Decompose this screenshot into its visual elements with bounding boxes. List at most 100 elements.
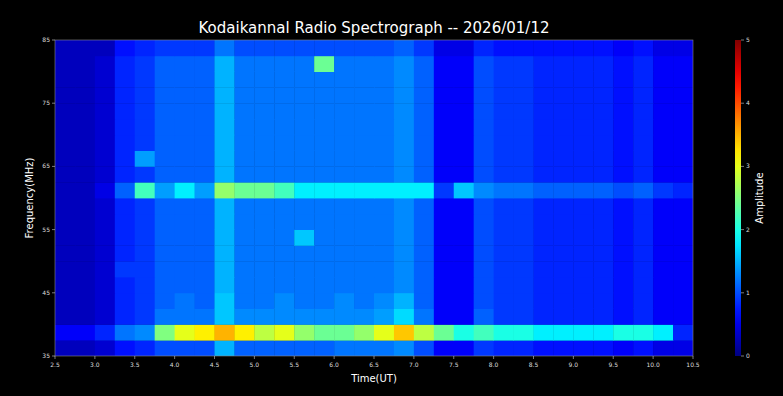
heatmap-cell	[553, 261, 573, 277]
x-tick-label: 9.5	[608, 361, 618, 368]
heatmap-cell	[613, 135, 633, 151]
heatmap-cell	[354, 182, 374, 198]
heatmap-cell	[175, 261, 195, 277]
heatmap-cell	[95, 72, 115, 88]
heatmap-cell	[354, 277, 374, 293]
heatmap-cell	[673, 245, 693, 261]
heatmap-cell	[593, 214, 613, 230]
x-tick-label: 10.0	[646, 361, 660, 368]
heatmap-cell	[274, 324, 294, 340]
heatmap-cell	[454, 166, 474, 182]
heatmap-cell	[155, 103, 175, 119]
heatmap-cell	[534, 230, 554, 246]
heatmap-cell	[75, 103, 95, 119]
heatmap-cell	[434, 166, 454, 182]
heatmap-cell	[334, 245, 354, 261]
heatmap-cell	[633, 182, 653, 198]
heatmap-cell	[354, 309, 374, 325]
heatmap-cell	[394, 230, 414, 246]
heatmap-cell	[553, 182, 573, 198]
heatmap-cell	[55, 56, 75, 72]
x-tick	[693, 356, 694, 359]
heatmap-cell	[474, 119, 494, 135]
heatmap-cell	[55, 214, 75, 230]
heatmap-cell	[434, 340, 454, 356]
heatmap-cell	[414, 40, 434, 56]
heatmap-cell	[75, 56, 95, 72]
heatmap-cell	[334, 182, 354, 198]
heatmap-cell	[454, 182, 474, 198]
heatmap-cell	[95, 293, 115, 309]
heatmap-cell	[474, 277, 494, 293]
heatmap-cell	[434, 293, 454, 309]
heatmap-cell	[653, 119, 673, 135]
heatmap-cell	[494, 261, 514, 277]
heatmap-cell	[673, 198, 693, 214]
heatmap-cell	[75, 324, 95, 340]
heatmap-cell	[354, 40, 374, 56]
heatmap-cell	[553, 277, 573, 293]
y-axis-label: Frequency(MHz)	[24, 157, 35, 238]
heatmap-cell	[254, 103, 274, 119]
x-tick-label: 9.0	[569, 361, 579, 368]
heatmap-cell	[494, 214, 514, 230]
x-tick	[174, 356, 175, 359]
heatmap-cell	[95, 40, 115, 56]
heatmap-cell	[155, 293, 175, 309]
heatmap-cell	[294, 72, 314, 88]
heatmap-cell	[354, 103, 374, 119]
heatmap-cell	[573, 119, 593, 135]
heatmap-cell	[573, 151, 593, 167]
heatmap-cell	[514, 103, 534, 119]
heatmap-cell	[95, 56, 115, 72]
heatmap-cell	[494, 40, 514, 56]
heatmap-cell	[95, 182, 115, 198]
heatmap-cell	[514, 56, 534, 72]
heatmap-cell	[673, 151, 693, 167]
heatmap-cell	[55, 198, 75, 214]
heatmap-cell	[195, 119, 215, 135]
heatmap-cell	[434, 151, 454, 167]
heatmap-cell	[534, 103, 554, 119]
heatmap-cell	[573, 277, 593, 293]
heatmap-cell	[673, 293, 693, 309]
heatmap-cell	[334, 87, 354, 103]
heatmap-cell	[593, 182, 613, 198]
heatmap-cell	[95, 340, 115, 356]
heatmap-cell	[274, 214, 294, 230]
heatmap-cell	[294, 103, 314, 119]
heatmap-cell	[334, 151, 354, 167]
heatmap-cell	[494, 151, 514, 167]
heatmap-cell	[294, 309, 314, 325]
heatmap-cell	[374, 56, 394, 72]
heatmap-cell	[653, 277, 673, 293]
heatmap-cell	[374, 166, 394, 182]
heatmap-cell	[474, 182, 494, 198]
heatmap-cell	[135, 182, 155, 198]
heatmap-cell	[673, 103, 693, 119]
heatmap-cell	[294, 135, 314, 151]
title: Kodaikannal Radio Spectrograph -- 2026/0…	[199, 19, 550, 37]
x-tick	[493, 356, 494, 359]
heatmap-cell	[75, 40, 95, 56]
heatmap-cell	[155, 340, 175, 356]
heatmap-cell	[274, 72, 294, 88]
heatmap-cell	[613, 103, 633, 119]
heatmap-cell	[254, 230, 274, 246]
colorbar	[735, 40, 741, 356]
heatmap-cell	[155, 198, 175, 214]
x-axis-label: Time(UT)	[350, 373, 397, 384]
heatmap-cell	[593, 151, 613, 167]
heatmap-cell	[75, 293, 95, 309]
heatmap-cell	[254, 261, 274, 277]
heatmap-cell	[135, 293, 155, 309]
heatmap-cell	[175, 324, 195, 340]
x-tick	[613, 356, 614, 359]
heatmap-cell	[653, 340, 673, 356]
heatmap-cell	[494, 72, 514, 88]
heatmap-cell	[314, 166, 334, 182]
heatmap-cell	[553, 245, 573, 261]
heatmap-cell	[135, 309, 155, 325]
colorbar-tick	[741, 40, 744, 41]
heatmap-cell	[454, 40, 474, 56]
